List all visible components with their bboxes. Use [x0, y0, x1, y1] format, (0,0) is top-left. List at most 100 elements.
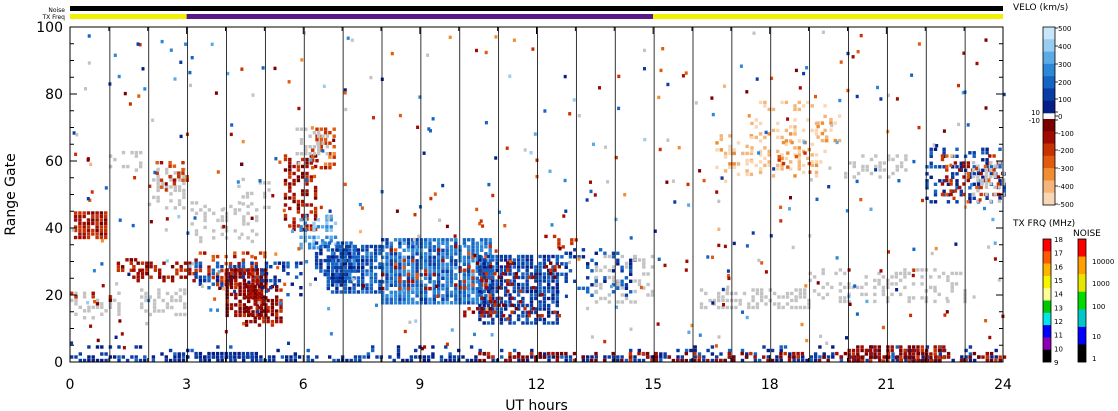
- scatter-cell-3469: [964, 205, 968, 209]
- scatter-cell-3012: [645, 355, 650, 359]
- scatter-cell-482: [247, 275, 251, 279]
- scatter-cell-202: [132, 268, 136, 272]
- velocity-swatch-neg-1: [1043, 131, 1055, 144]
- scatter-cell-1379: [462, 255, 467, 259]
- scatter-cell-2144: [810, 104, 814, 108]
- scatter-cell-3229: [653, 229, 657, 233]
- scatter-cell-3185: [164, 228, 168, 232]
- scatter-cell-3146: [907, 348, 912, 353]
- scatter-cell-1705: [525, 272, 529, 276]
- scatter-cell-94: [108, 295, 113, 299]
- scatter-cell-2577: [993, 164, 997, 168]
- scatter-cell-611: [264, 261, 269, 265]
- scatter-cell-507: [255, 282, 259, 286]
- scatter-cell-2668: [353, 355, 358, 359]
- scatter-cell-1561: [482, 303, 486, 308]
- scatter-cell-634: [294, 265, 299, 269]
- scatter-cell-3320: [426, 53, 430, 57]
- scatter-cell-595: [275, 302, 279, 306]
- scatter-cell-1743: [534, 321, 538, 325]
- scatter-cell-1723: [529, 289, 534, 294]
- scatter-cell-102: [130, 150, 134, 155]
- scatter-cell-2600: [108, 355, 113, 359]
- scatter-cell-2574: [989, 175, 993, 179]
- scatter-cell-3207: [133, 176, 137, 180]
- scatter-cell-1227: [419, 287, 424, 291]
- scatter-cell-2221: [899, 161, 904, 165]
- scatter-cell-663: [283, 203, 288, 207]
- scatter-cell-633: [294, 261, 299, 265]
- scatter-cell-594: [275, 298, 279, 303]
- scatter-cell-1940: [611, 290, 616, 294]
- scatter-cell-779: [299, 138, 304, 142]
- scatter-cell-635: [294, 275, 299, 279]
- scatter-cell-1759: [538, 317, 542, 322]
- scatter-cell-129: [156, 195, 160, 200]
- scatter-cell-2598: [100, 358, 104, 363]
- scatter-cell-308: [246, 222, 250, 226]
- scatter-cell-1198: [415, 238, 419, 242]
- scatter-cell-3425: [827, 185, 831, 189]
- scatter-cell-659: [283, 178, 288, 183]
- scatter-cell-1851: [497, 275, 501, 279]
- scatter-cell-1592: [491, 300, 495, 304]
- scatter-cell-2174: [829, 128, 833, 132]
- scatter-cell-2078: [763, 100, 767, 105]
- scatter-cell-1252: [428, 255, 432, 259]
- scatter-cell-3593: [372, 116, 375, 120]
- scatter-cell-297: [233, 208, 237, 212]
- scatter-cell-741: [313, 217, 318, 221]
- scatter-cell-581: [266, 316, 270, 320]
- scatter-cell-2567: [984, 175, 989, 179]
- scatter-cell-321: [198, 268, 203, 273]
- scatter-cell-1815: [555, 300, 559, 304]
- scatter-cell-2795: [813, 358, 818, 363]
- scatter-cell-964: [343, 251, 348, 256]
- scatter-cell-2581: [993, 192, 997, 196]
- scatter-cell-3502: [687, 330, 691, 334]
- scatter-cell-3559: [1002, 92, 1006, 97]
- scatter-cell-929: [330, 258, 335, 263]
- scatter-cell-164: [140, 295, 144, 299]
- scatter-cell-920: [326, 269, 330, 273]
- scatter-cell-717: [305, 189, 309, 193]
- scatter-cell-1598: [495, 254, 499, 259]
- scatter-cell-3505: [123, 91, 127, 96]
- scatter-cell-2895: [676, 348, 680, 353]
- scatter-cell-1311: [441, 297, 445, 301]
- scatter-cell-1256: [428, 269, 432, 273]
- scatter-cell-3548: [747, 114, 751, 118]
- scatter-cell-2924: [891, 352, 895, 356]
- scatter-cell-3526: [910, 73, 914, 77]
- txfreq-label-5: 13: [1054, 304, 1063, 312]
- scatter-cell-1576: [486, 307, 491, 311]
- scatter-cell-1377: [462, 238, 467, 242]
- scatter-cell-3385: [606, 180, 610, 184]
- scatter-cell-1997: [633, 258, 637, 262]
- scatter-cell-666: [288, 157, 292, 162]
- scatter-cell-3194: [310, 126, 314, 130]
- scatter-cell-401: [220, 286, 224, 290]
- scatter-cell-498: [251, 289, 255, 293]
- scatter-cell-775: [332, 162, 336, 166]
- scatter-cell-2312: [834, 271, 838, 276]
- scatter-cell-3577: [413, 213, 417, 217]
- scatter-cell-2255: [747, 305, 751, 310]
- scatter-cell-49: [99, 235, 104, 240]
- scatter-cell-3319: [972, 295, 976, 299]
- scatter-cell-2165: [816, 124, 820, 129]
- scatter-cell-2046: [736, 141, 741, 145]
- txfreq-label-0: 18: [1054, 236, 1063, 244]
- scatter-cell-944: [335, 272, 339, 277]
- scatter-cell-2181: [781, 140, 786, 145]
- scatter-cell-384: [198, 275, 203, 279]
- scatter-cell-3212: [222, 287, 225, 291]
- scatter-cell-381: [194, 275, 198, 279]
- scatter-cell-2517: [953, 161, 958, 165]
- scatter-cell-806: [299, 235, 303, 239]
- scatter-cell-1411: [471, 241, 475, 245]
- scatter-cell-1418: [471, 273, 475, 277]
- scatter-cell-2617: [173, 355, 177, 359]
- scatter-cell-3468: [745, 90, 749, 94]
- scatter-cell-3338: [593, 193, 597, 197]
